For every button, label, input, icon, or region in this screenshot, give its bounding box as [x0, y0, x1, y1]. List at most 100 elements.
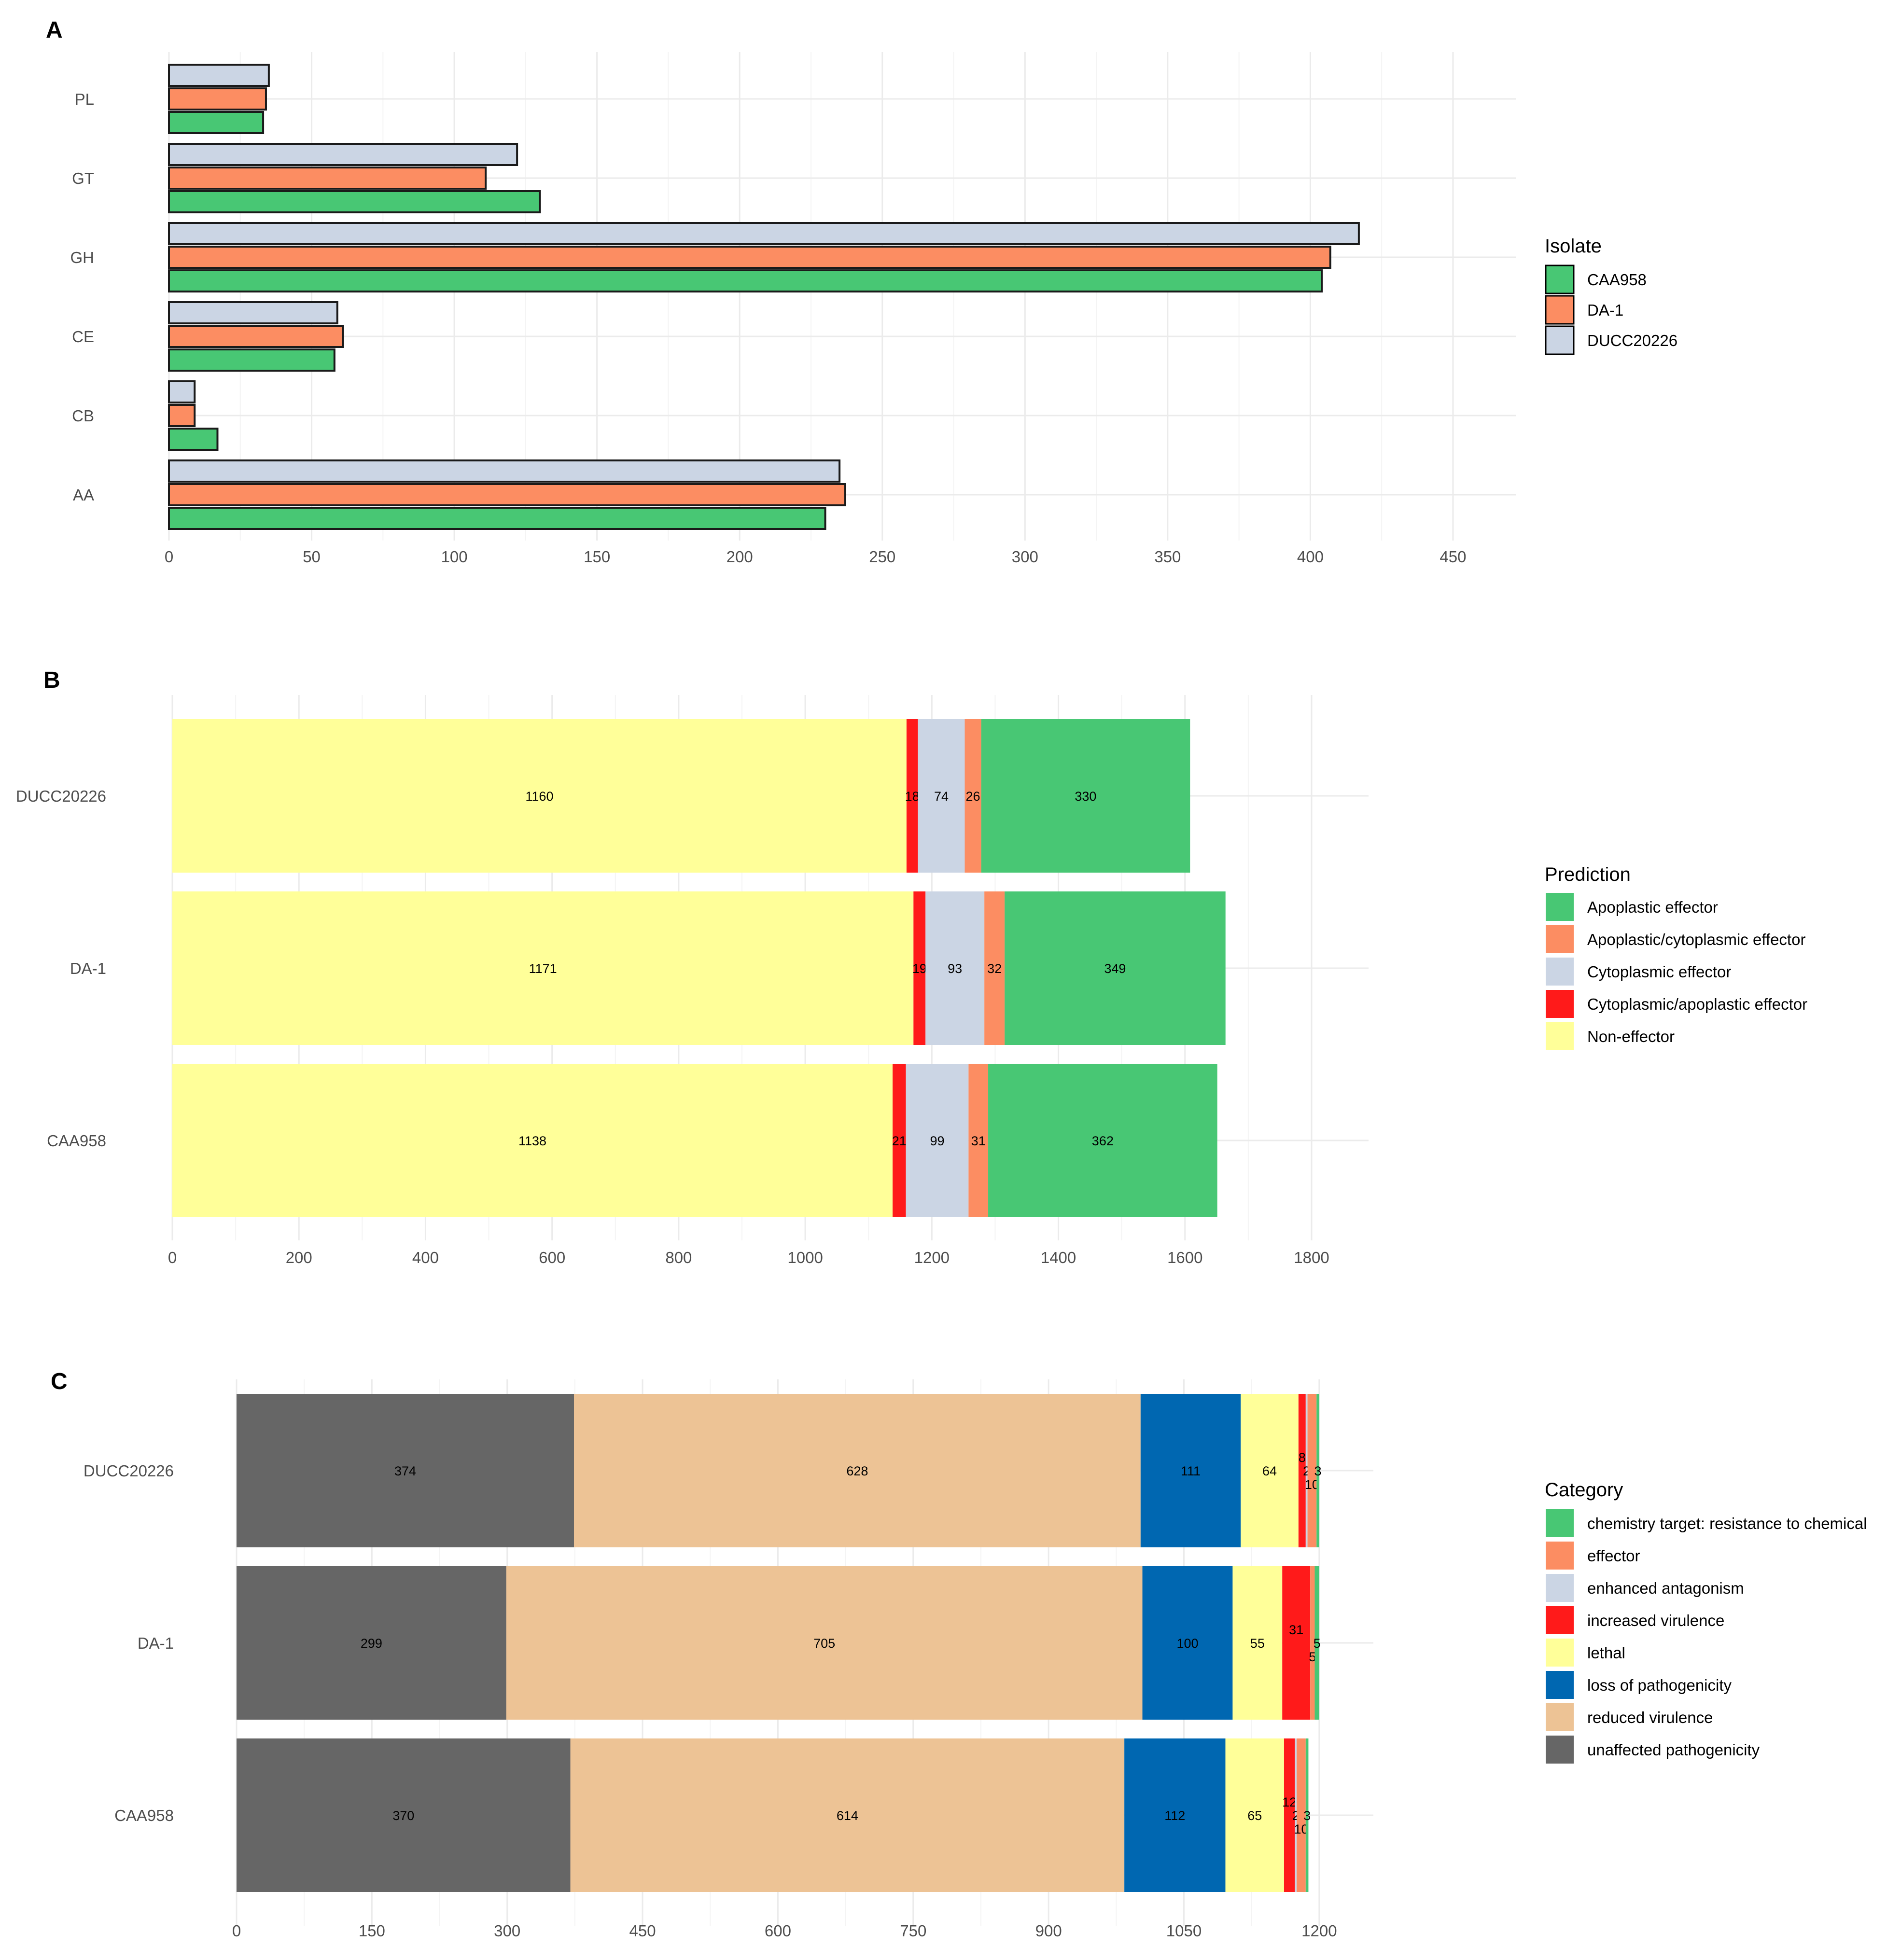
panel-a-bar: [168, 167, 487, 190]
panel-a-y-axis: PL GT GH CE CB AA: [70, 90, 95, 504]
panel-c-data-label: 31: [1289, 1623, 1303, 1637]
panel-b-data-label: 1138: [518, 1134, 546, 1148]
panel-c-y-tick-label: DA-1: [138, 1634, 174, 1652]
panel-a-bar: [168, 269, 1323, 292]
panel-c-legend-title: Category: [1545, 1479, 1623, 1501]
panel-a-bar: [168, 428, 219, 451]
panel-c-x-tick-label: 900: [1035, 1922, 1062, 1940]
panel-c-bar-segment: [1282, 1566, 1311, 1720]
panel-a-x-tick-label: 0: [165, 548, 173, 566]
panel-c-data-label: 5: [1314, 1636, 1321, 1651]
panel-c-data-label: 374: [394, 1464, 416, 1478]
panel-b-bar-segment: [906, 719, 918, 873]
panel-b-data-label: 19: [912, 961, 927, 976]
panel-c-data-label: 705: [813, 1636, 835, 1651]
panel-c-data-label: 100: [1176, 1636, 1198, 1651]
panel-a-y-tick-label: GH: [70, 249, 95, 266]
panel-a-bar: [168, 222, 1360, 245]
panel-b-legend-items: Apoplastic effector Apoplastic/cytoplasmi…: [1546, 893, 1807, 1050]
panel-b-bar-segment: [988, 1064, 1217, 1217]
panel-c-x-tick-label: 1200: [1301, 1922, 1337, 1940]
panel-c-legend-label: lethal: [1587, 1644, 1625, 1662]
panel-a-y-tick-label: CE: [72, 328, 94, 346]
panel-a-legend-label: CAA958: [1587, 271, 1647, 289]
panel-a-y-tick-label: AA: [73, 486, 94, 504]
panel-c-y-axis: DUCC20226 DA-1 CAA958: [84, 1462, 174, 1824]
panel-c-y-tick-label: CAA958: [114, 1807, 174, 1824]
panel-c-bar-segment: [1232, 1566, 1283, 1720]
panel-b-x-tick-label: 200: [286, 1249, 312, 1266]
panel-c-bar-segment: [1124, 1738, 1226, 1892]
panel-a: A PL GT GH CE CB AA 0 50 100 150 200 250 300 350 400 4…: [46, 17, 1677, 566]
panel-b-legend-label: Non-effector: [1587, 1028, 1675, 1045]
panel-b-legend-swatch: [1546, 958, 1574, 986]
panel-c-bar-segment: [237, 1394, 574, 1547]
panel-c-x-tick-label: 0: [232, 1922, 241, 1940]
panel-a-bar: [168, 111, 265, 134]
panel-a-y-tick-label: GT: [72, 169, 94, 187]
panel-c-legend-label: effector: [1587, 1547, 1640, 1565]
panel-b: B 1160 18 74 26 330 1171 19 93 32 349 1138 21 99 31 36…: [16, 667, 1807, 1266]
panel-c-bar-segment: [1295, 1738, 1297, 1892]
panel-c-data-label: 65: [1247, 1808, 1262, 1823]
panel-a-bar: [168, 380, 196, 403]
panel-b-bar-segment: [172, 719, 907, 873]
panel-c-bar-segment: [1310, 1566, 1315, 1720]
panel-a-legend: Isolate CAA958 DA-1 DUCC20226: [1545, 236, 1677, 355]
panel-a-x-axis: 0 50 100 150 200 250 300 350 400 450: [165, 548, 1467, 566]
panel-c-y-tick-label: DUCC20226: [84, 1462, 174, 1480]
panel-c-data-label: 8: [1299, 1450, 1306, 1465]
panel-b-legend-label: Cytoplasmic/apoplastic effector: [1587, 995, 1807, 1013]
panel-c-data-label: 111: [1181, 1464, 1201, 1478]
panel-c-data-label: 370: [392, 1808, 414, 1823]
panel-b-legend-swatch: [1546, 990, 1574, 1018]
panel-c-x-tick-label: 1050: [1166, 1922, 1202, 1940]
panel-c-legend-label: loss of pathogenicity: [1587, 1676, 1732, 1694]
panel-c-legend-items: chemistry target: resistance to chemical…: [1546, 1509, 1867, 1764]
panel-c-x-tick-label: 750: [900, 1922, 926, 1940]
panel-a-bar: [168, 246, 1331, 269]
panel-b-x-tick-label: 600: [539, 1249, 565, 1266]
panel-a-legend-label: DUCC20226: [1587, 332, 1677, 349]
panel-c-data-label: 614: [837, 1808, 858, 1823]
panel-b-legend-swatch: [1546, 893, 1574, 921]
panel-c-bar-segment: [1225, 1738, 1284, 1892]
panel-b-data-label: 32: [987, 961, 1002, 976]
panel-b-data-label: 21: [892, 1134, 907, 1148]
panel-c-legend-label: reduced virulence: [1587, 1709, 1713, 1726]
panel-c-bar-segment: [1314, 1566, 1319, 1720]
panel-c-bar-segment: [506, 1566, 1143, 1720]
panel-b-bar-segment: [172, 1064, 893, 1217]
panel-a-bar: [168, 87, 267, 111]
panel-b-x-tick-label: 800: [665, 1249, 692, 1266]
panel-a-x-tick-label: 350: [1154, 548, 1181, 566]
panel-b-data-label: 18: [905, 789, 920, 804]
panel-b-bar-segment: [893, 1064, 906, 1217]
panel-b-bar-segment: [1005, 891, 1226, 1045]
panel-c-data-label: 5: [1309, 1650, 1316, 1664]
panel-c-data-label: 55: [1250, 1636, 1265, 1651]
panel-a-x-tick-label: 50: [303, 548, 321, 566]
panel-c-legend-swatch: [1546, 1671, 1574, 1699]
panel-c-bar-segment: [1305, 1738, 1309, 1892]
panel-c-legend-label: enhanced antagonism: [1587, 1579, 1744, 1597]
panel-c-x-tick-label: 450: [629, 1922, 656, 1940]
panel-c-bar-segment: [1305, 1394, 1308, 1547]
panel-c-legend-swatch: [1546, 1542, 1574, 1570]
panel-c-x-tick-label: 150: [359, 1922, 385, 1940]
panel-a-x-tick-label: 200: [727, 548, 753, 566]
panel-c-bar-segment: [1241, 1394, 1299, 1547]
panel-b-legend-title: Prediction: [1545, 864, 1631, 885]
panel-c-legend-label: unaffected pathogenicity: [1587, 1741, 1760, 1759]
panel-a-bar: [168, 143, 518, 166]
panel-b-bar-segment: [918, 719, 965, 873]
panel-b-data-label: 26: [966, 789, 980, 804]
panel-a-x-tick-label: 150: [584, 548, 610, 566]
panel-c-x-axis: 0 150 300 450 600 750 900 1050 1200: [232, 1922, 1337, 1940]
panel-b-x-tick-label: 0: [168, 1249, 177, 1266]
panel-b-bar-segment: [913, 891, 926, 1045]
panel-b-legend-swatch: [1546, 1022, 1574, 1050]
panel-b-data-label: 99: [930, 1134, 944, 1148]
panel-b-x-tick-label: 1200: [914, 1249, 950, 1266]
